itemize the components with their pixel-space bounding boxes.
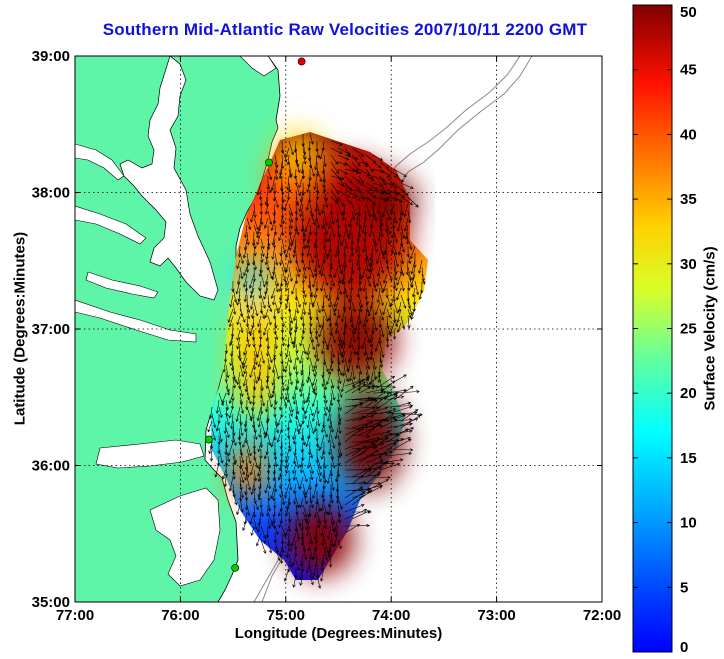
colorbar-ticks: 0 5 10 15 20 25 30 35 40 45 50 — [633, 4, 697, 656]
rappahannock-river — [75, 205, 147, 245]
potomac-river — [75, 143, 125, 181]
chesapeake-bay — [119, 56, 219, 301]
y-tick-label: 38:00 — [32, 185, 70, 202]
x-tick-label: 75:00 — [267, 607, 305, 624]
x-tick-label: 74:00 — [372, 607, 410, 624]
velocity-field — [207, 132, 428, 589]
radar-site-marker — [265, 158, 273, 167]
x-axis-ticks: 77:00 76:00 75:00 74:00 73:00 72:00 — [56, 56, 621, 624]
colorbar-tick-label: 5 — [680, 579, 688, 596]
y-tick-label: 35:00 — [32, 594, 70, 611]
y-axis-ticks: 39:00 38:00 37:00 36:00 35:00 — [32, 48, 602, 611]
colorbar-tick-label: 30 — [680, 256, 697, 273]
x-axis-label: Longitude (Degrees:Minutes) — [234, 625, 443, 642]
y-tick-label: 39:00 — [32, 48, 70, 65]
colorbar-tick-label: 45 — [680, 62, 697, 79]
colorbar-tick-label: 35 — [680, 191, 697, 208]
velocity-vectors — [207, 133, 426, 589]
y-tick-label: 36:00 — [32, 458, 70, 475]
radar-site-marker — [204, 435, 213, 444]
radar-site-marker — [231, 563, 240, 572]
x-tick-label: 76:00 — [161, 607, 199, 624]
york-river — [85, 271, 159, 299]
map-title: Southern Mid-Atlantic Raw Velocities 200… — [102, 20, 588, 39]
colorbar-tick-label: 15 — [680, 450, 697, 467]
x-tick-label: 72:00 — [583, 607, 621, 624]
vector-arrows — [207, 133, 426, 589]
james-river — [75, 299, 197, 343]
x-tick-label: 73:00 — [477, 607, 515, 624]
radar-sites — [204, 57, 306, 572]
colorbar-tick-label: 20 — [680, 385, 697, 402]
colorbar-tick-label: 0 — [680, 639, 688, 656]
colorbar-label: Surface Velocity (cm/s) — [701, 246, 719, 411]
colorbar-tick-label: 50 — [680, 4, 697, 21]
x-tick-label: 77:00 — [56, 607, 94, 624]
colorbar-tick-label: 10 — [680, 515, 697, 532]
radar-site-marker — [297, 57, 306, 66]
grid-lines — [75, 56, 602, 602]
delaware-bay — [239, 56, 277, 77]
albemarle-sound — [95, 439, 205, 469]
colorbar — [632, 4, 673, 653]
pamlico-sound — [149, 487, 221, 587]
colorbar-tick-label: 25 — [680, 321, 697, 338]
colorbar-tick-label: 40 — [680, 126, 697, 143]
y-axis-label: Latitude (Degrees:Minutes) — [11, 231, 29, 426]
y-tick-label: 37:00 — [32, 321, 70, 338]
